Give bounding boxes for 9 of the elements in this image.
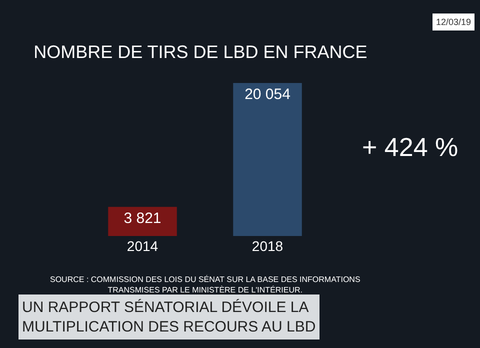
text: + 424 %	[362, 132, 458, 162]
text: 12/03/19	[436, 17, 472, 27]
x-tick-label: 2014	[126, 238, 158, 254]
data-label: 20 054	[244, 86, 290, 104]
data-label: 3 821	[124, 210, 162, 227]
chart-title: NOMBRE DE TIRS DE LBD EN FRANCE	[34, 42, 368, 62]
source-note: SOURCE : COMMISSION DES LOIS DU SÉNAT SUR LA BASE DES INFORMATIONS TRANSMISES PAR LE MINISTÈRE DE L'INTÉRIEUR.	[50, 275, 360, 294]
x-tick-label: 2018	[252, 238, 284, 254]
text: UN RAPPORT SÉNATORIAL DÉVOILE LA MULTIPLICATION DES RECOURS AU LBD	[22, 298, 316, 336]
